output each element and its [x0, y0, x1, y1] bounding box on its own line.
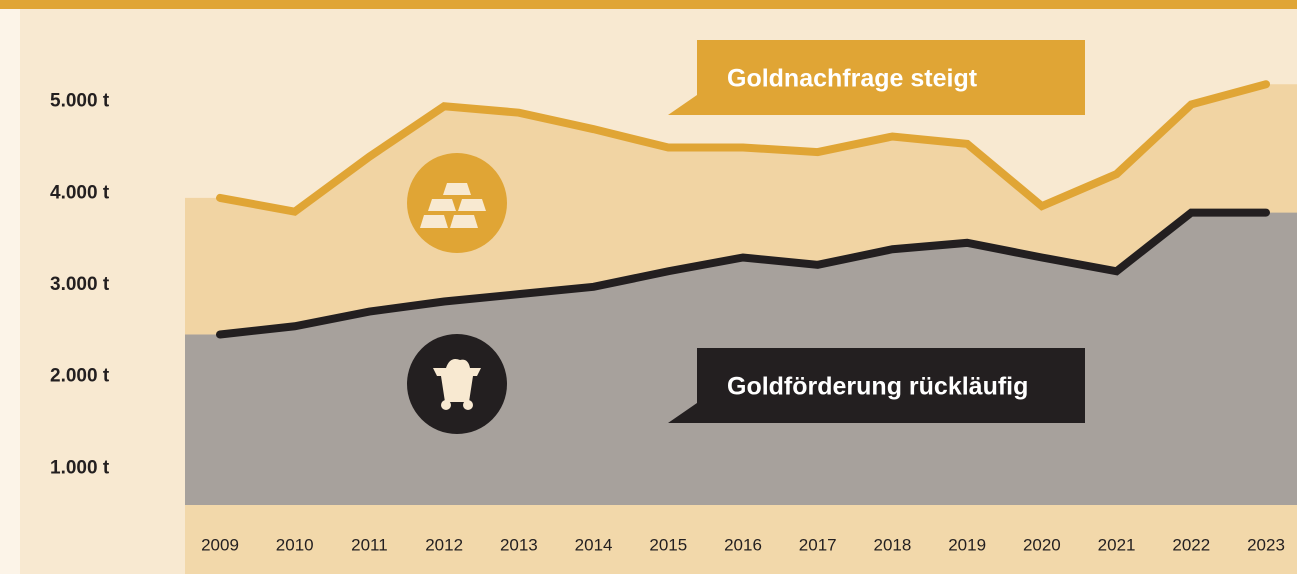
- demand-label: Goldnachfrage steigt: [727, 65, 978, 93]
- left-strip: [0, 0, 20, 574]
- supply-callout: Goldförderung rückläufig: [668, 348, 1085, 423]
- y-tick-label: 3.000 t: [50, 274, 110, 295]
- supply-icon: [407, 334, 507, 434]
- x-tick-label: 2017: [799, 535, 837, 554]
- x-tick-label: 2014: [575, 535, 613, 554]
- x-tick-label: 2020: [1023, 535, 1061, 554]
- x-tick-label: 2010: [276, 535, 314, 554]
- x-tick-label: 2011: [351, 535, 388, 554]
- x-tick-label: 2023: [1247, 535, 1285, 554]
- line: [216, 208, 1270, 339]
- x-tick-label: 2009: [201, 535, 239, 554]
- x-tick-label: 2022: [1172, 535, 1210, 554]
- top-bar: [0, 0, 1297, 9]
- demand-icon: [407, 153, 507, 253]
- y-tick-label: 2.000 t: [50, 366, 110, 387]
- x-tick-label: 2013: [500, 535, 538, 554]
- x-tick-label: 2018: [874, 535, 912, 554]
- x-tick-label: 2012: [425, 535, 463, 554]
- line: [216, 80, 1270, 216]
- y-tick-label: 4.000 t: [50, 182, 110, 203]
- x-tick-label: 2016: [724, 535, 762, 554]
- x-tick-label: 2019: [948, 535, 986, 554]
- y-tick-label: 5.000 t: [50, 91, 110, 112]
- y-tick-label: 1.000 t: [50, 457, 110, 478]
- x-tick-label: 2015: [649, 535, 687, 554]
- supply-label: Goldförderung rückläufig: [727, 373, 1028, 401]
- x-axis-band: [185, 505, 1297, 574]
- demand-callout: Goldnachfrage steigt: [668, 40, 1085, 115]
- x-tick-label: 2021: [1098, 535, 1136, 554]
